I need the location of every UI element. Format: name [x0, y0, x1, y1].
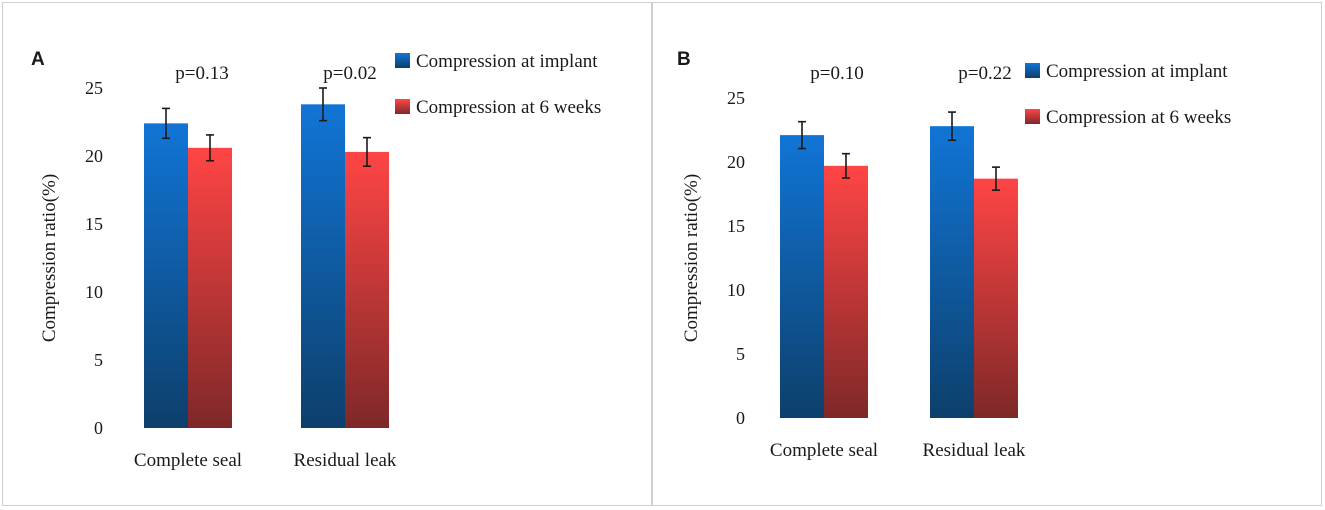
y-tick-label: 0 [94, 418, 103, 438]
bar-implant-residual-leak [301, 104, 345, 428]
y-axis-label: Compression ratio(%) [39, 174, 60, 342]
legend-entry: Compression at 6 weeks [1046, 107, 1231, 128]
bar-implant-complete-seal [780, 135, 824, 418]
y-tick-label: 0 [736, 408, 745, 428]
y-tick-label: 5 [94, 350, 103, 370]
panel-label: A [31, 49, 45, 70]
y-tick-label: 5 [736, 344, 745, 364]
y-tick-label: 25 [85, 78, 103, 98]
legend-entry: Compression at implant [1046, 61, 1228, 82]
bar-six-weeks-residual-leak [345, 151, 389, 429]
chart-panel-a: A 0 5 10 15 20 25 Compression ratio(%) Complete … [2, 2, 652, 506]
x-tick-label: Residual leak [923, 440, 1026, 461]
legend-swatch [395, 53, 410, 68]
p-value-annotation: p=0.02 [323, 63, 376, 84]
p-value-annotation: p=0.13 [175, 63, 228, 84]
bar-six-weeks-complete-seal [188, 147, 232, 428]
legend-entry: Compression at implant [416, 51, 598, 72]
y-tick-label: 20 [85, 146, 103, 166]
bar-six-weeks-residual-leak [974, 178, 1018, 418]
y-tick-label: 15 [85, 214, 103, 234]
bar-six-weeks-complete-seal [824, 165, 868, 418]
legend-swatch [1025, 63, 1040, 78]
y-tick-label: 15 [727, 216, 745, 236]
chart-a: A 0 5 10 15 20 25 Compression ratio(%) Complete … [31, 49, 601, 471]
x-tick-label: Complete seal [770, 440, 878, 461]
y-axis-label: Compression ratio(%) [681, 174, 702, 342]
x-tick-label: Complete seal [134, 450, 242, 471]
p-value-annotation: p=0.22 [958, 63, 1011, 84]
x-tick-label: Residual leak [294, 450, 397, 471]
legend-entry: Compression at 6 weeks [416, 97, 601, 118]
y-tick-label: 25 [727, 88, 745, 108]
bar-implant-residual-leak [930, 126, 974, 418]
y-tick-label: 20 [727, 152, 745, 172]
chart-b: B 0 5 10 15 20 25 Compression ratio(%) Complete … [677, 49, 1231, 461]
chart-panel-b: B 0 5 10 15 20 25 Compression ratio(%) Complete … [652, 2, 1322, 506]
legend-swatch [1025, 109, 1040, 124]
p-value-annotation: p=0.10 [810, 63, 863, 84]
panel-label: B [677, 49, 691, 70]
y-tick-label: 10 [727, 280, 745, 300]
bar-implant-complete-seal [144, 123, 188, 429]
y-tick-label: 10 [85, 282, 103, 302]
legend-swatch [395, 99, 410, 114]
